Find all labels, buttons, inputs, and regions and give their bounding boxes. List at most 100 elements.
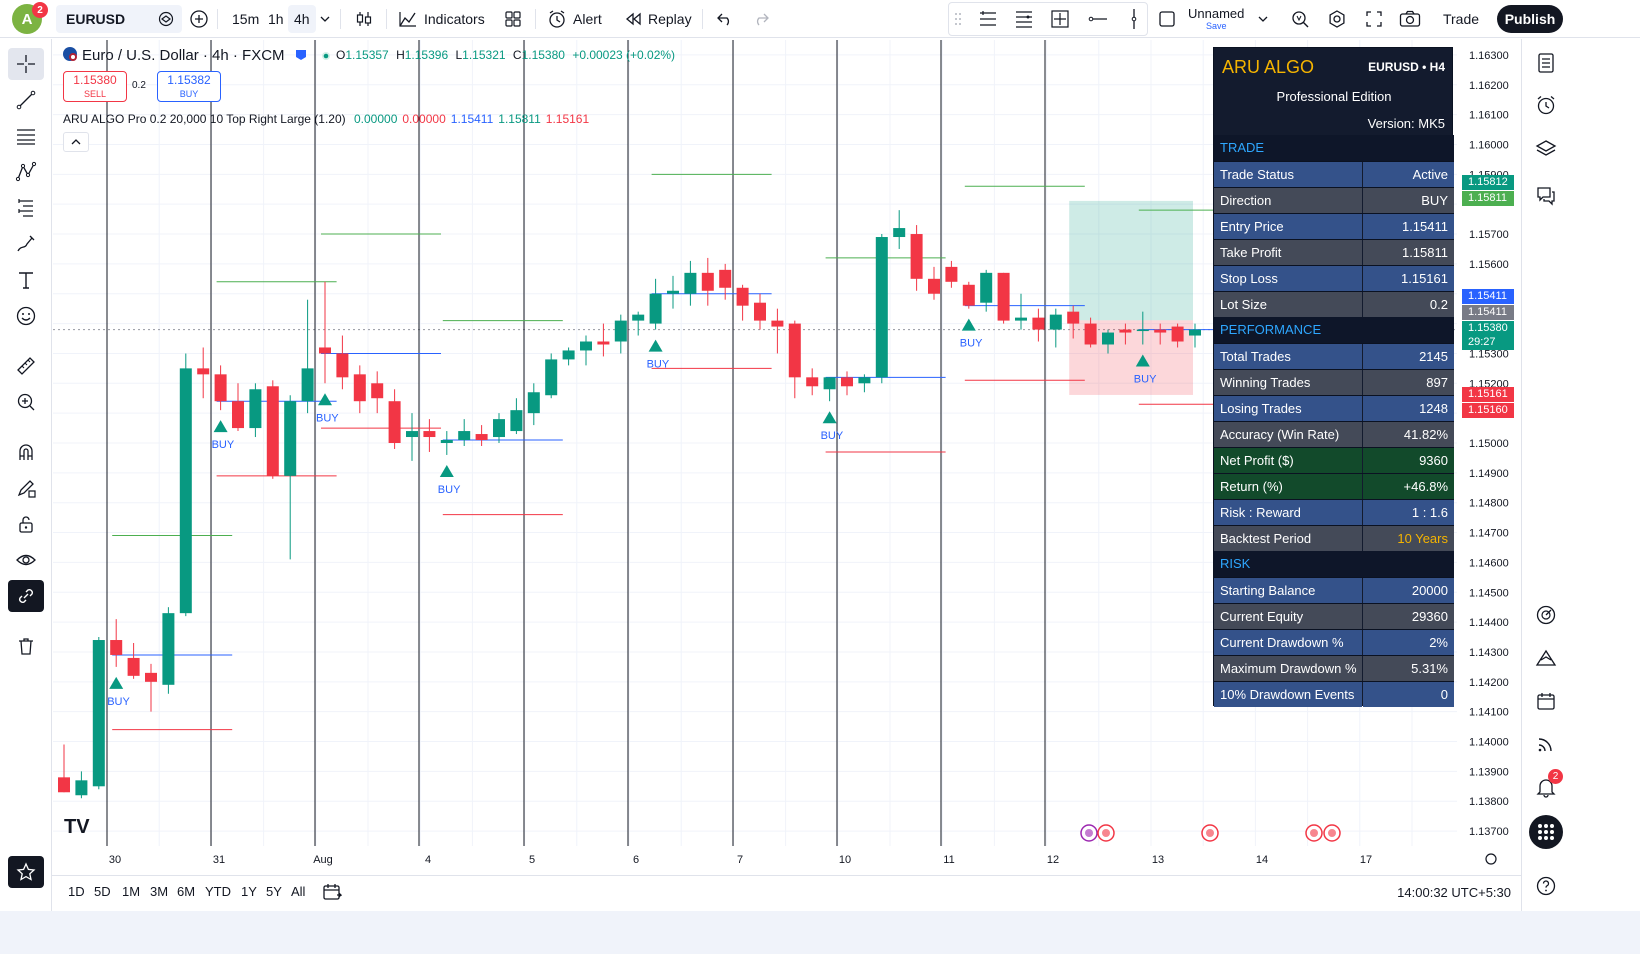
trade-button[interactable]: Trade	[1442, 11, 1480, 27]
indicator-legend[interactable]: ARU ALGO Pro 0.2 20,000 10 Top Right Lar…	[63, 112, 589, 126]
price-tick-label: 1.14100	[1469, 707, 1509, 719]
undo-icon[interactable]	[714, 5, 736, 33]
vertical-line-icon[interactable]	[1124, 5, 1144, 33]
timeframe-4h[interactable]: 4h	[288, 5, 316, 33]
range-3m[interactable]: 3M	[150, 884, 169, 899]
candle-body	[667, 290, 679, 294]
collapse-legend-button[interactable]	[63, 132, 89, 152]
price-tick-label: 1.14000	[1469, 737, 1509, 749]
snapshot-camera-icon[interactable]	[1397, 5, 1423, 33]
buy-signal-label: BUY	[316, 412, 339, 424]
buy-signal-arrow	[1135, 354, 1150, 367]
range-all[interactable]: All	[291, 884, 306, 899]
candle-body	[319, 347, 331, 354]
layout-chevron-down-icon[interactable]	[1256, 5, 1270, 33]
candle-body	[858, 377, 871, 384]
indicator-value: 1.15811	[498, 112, 541, 126]
help-question-icon[interactable]	[1529, 869, 1563, 903]
buy-signal-label: BUY	[960, 338, 983, 350]
buy-button[interactable]: 1.15382 BUY	[157, 71, 221, 102]
symbol-search[interactable]: EURUSD	[56, 5, 182, 33]
candle-body	[1154, 329, 1167, 333]
data-vendor-flag-icon	[295, 48, 307, 64]
economic-event-dot	[1206, 829, 1214, 837]
drag-handle-icon[interactable]	[950, 5, 966, 33]
magnet-icon[interactable]	[8, 436, 44, 468]
lock-drawings-icon[interactable]	[8, 508, 44, 540]
publish-button[interactable]: Publish	[1497, 5, 1563, 33]
candle-body	[301, 368, 314, 402]
patterns-icon[interactable]	[8, 156, 44, 188]
candle	[962, 281, 975, 309]
object-tree-layers-icon[interactable]	[1529, 132, 1563, 166]
fib-retracement-icon[interactable]	[1012, 5, 1036, 33]
ideas-mountain-icon[interactable]	[1529, 641, 1563, 675]
candle-body	[580, 341, 592, 351]
indicators-button[interactable]: Indicators	[398, 5, 485, 33]
panel-row: Backtest Period 10 Years	[1214, 525, 1454, 551]
candle	[614, 314, 627, 354]
zoom-in-icon[interactable]	[8, 386, 44, 418]
calendar-icon[interactable]	[1529, 684, 1563, 718]
timeframe-1h[interactable]: 1h	[268, 11, 284, 27]
watchlist-icon[interactable]	[1529, 46, 1563, 80]
candle	[493, 413, 505, 443]
save-label[interactable]: Save	[1206, 21, 1227, 31]
range-ytd[interactable]: YTD	[205, 884, 231, 899]
range-1y[interactable]: 1Y	[241, 884, 257, 899]
hide-drawings-eye-icon[interactable]	[8, 544, 44, 576]
fullscreen-icon[interactable]	[1362, 5, 1386, 33]
emoji-icon[interactable]	[8, 300, 44, 332]
quick-search-icon[interactable]	[1288, 5, 1312, 33]
range-5d[interactable]: 5D	[94, 884, 111, 899]
measure-range-icon[interactable]	[1048, 5, 1072, 33]
replay-button[interactable]: Replay	[624, 5, 692, 33]
fib-tools-icon[interactable]	[8, 120, 44, 152]
redo-icon[interactable]	[750, 5, 772, 33]
alert-button[interactable]: Alert	[547, 5, 602, 33]
favorites-star-icon[interactable]	[8, 856, 44, 888]
layout-square-icon[interactable]	[1156, 5, 1178, 33]
range-1d[interactable]: 1D	[68, 884, 85, 899]
chart-legend[interactable]: Euro / U.S. Dollar · 4h · FXCM	[62, 46, 331, 65]
clock-timezone[interactable]: 14:00:32 UTC+5:30	[1397, 885, 1511, 900]
range-5y[interactable]: 5Y	[266, 884, 282, 899]
candles-chart-type-icon[interactable]	[352, 5, 376, 33]
text-tool-icon[interactable]	[8, 264, 44, 296]
candle-body	[997, 272, 1010, 321]
news-stream-icon[interactable]	[1529, 727, 1563, 761]
crosshair-icon[interactable]	[8, 48, 44, 80]
text-lines-icon[interactable]	[976, 5, 1000, 33]
timeframe-chevron-down-icon[interactable]	[316, 5, 334, 33]
remove-drawings-trash-icon[interactable]	[8, 630, 44, 662]
alert-clock-icon	[547, 9, 567, 29]
time-tick-label: 30	[109, 854, 121, 866]
chat-icon[interactable]	[1529, 178, 1563, 212]
panel-row: Total Trades 2145	[1214, 343, 1454, 369]
trend-line-icon[interactable]	[8, 84, 44, 116]
ruler-icon[interactable]	[8, 350, 44, 382]
templates-grid-icon[interactable]	[502, 5, 524, 33]
settings-gear-icon[interactable]	[1325, 5, 1349, 33]
brush-icon[interactable]	[8, 228, 44, 260]
timeframe-15m[interactable]: 15m	[232, 11, 260, 27]
alerts-clock-icon[interactable]	[1529, 88, 1563, 122]
sell-button[interactable]: 1.15380 SELL	[63, 71, 127, 102]
range-6m[interactable]: 6M	[177, 884, 196, 899]
panel-row-value: 1248	[1363, 396, 1454, 421]
range-1m[interactable]: 1M	[122, 884, 141, 899]
go-to-date-calendar-icon[interactable]	[322, 882, 343, 905]
candle-body	[1171, 326, 1184, 342]
technicals-gauge-icon[interactable]	[1529, 598, 1563, 632]
add-symbol-icon[interactable]	[187, 5, 211, 33]
forecasting-icon[interactable]	[8, 192, 44, 224]
products-grid-icon[interactable]	[1529, 815, 1563, 849]
panel-row: Starting Balance 20000	[1214, 577, 1454, 603]
time-axis: 30 31 Aug 4 5 6 7 10 11 12 13 14 17	[109, 853, 1497, 866]
stay-in-drawing-mode-icon[interactable]	[8, 472, 44, 504]
candle-body	[545, 359, 558, 396]
sync-drawings-link-icon[interactable]	[8, 580, 44, 612]
layout-name[interactable]: Unnamed Save	[1188, 4, 1268, 34]
horizontal-ray-icon[interactable]	[1086, 5, 1110, 33]
compare-icon[interactable]	[158, 11, 174, 27]
